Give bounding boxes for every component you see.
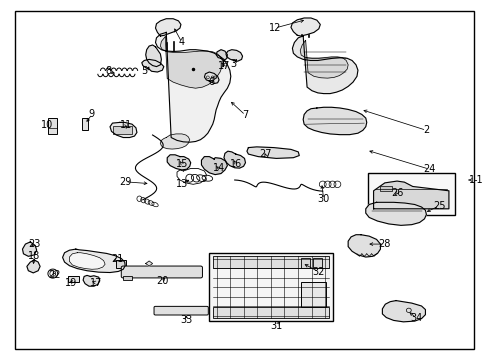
Bar	[213, 307, 328, 318]
Text: 16: 16	[229, 159, 242, 169]
Text: 4: 4	[179, 37, 184, 48]
Polygon shape	[167, 155, 190, 170]
Polygon shape	[62, 249, 125, 273]
Polygon shape	[110, 122, 137, 138]
Polygon shape	[160, 134, 189, 149]
Text: 5: 5	[142, 66, 147, 76]
Polygon shape	[204, 72, 219, 84]
Bar	[300, 258, 309, 268]
Text: 13: 13	[175, 179, 188, 189]
Polygon shape	[216, 50, 227, 60]
Polygon shape	[69, 253, 105, 269]
Text: 18: 18	[28, 251, 41, 261]
Polygon shape	[155, 19, 181, 36]
Text: 17: 17	[89, 278, 102, 288]
Polygon shape	[303, 107, 366, 135]
Text: 31: 31	[270, 321, 283, 331]
Text: 28: 28	[377, 239, 390, 249]
Bar	[312, 258, 321, 268]
Polygon shape	[201, 157, 227, 175]
Text: -1: -1	[472, 175, 482, 185]
Polygon shape	[365, 202, 426, 225]
Text: 19: 19	[64, 278, 77, 288]
Polygon shape	[145, 261, 152, 266]
Text: 3: 3	[230, 59, 236, 69]
Text: 34: 34	[409, 313, 422, 323]
Bar	[213, 256, 328, 268]
Polygon shape	[160, 37, 223, 88]
Text: 15: 15	[175, 159, 188, 169]
Text: 26: 26	[390, 188, 403, 198]
Text: 10: 10	[41, 120, 53, 130]
Bar	[113, 126, 132, 134]
Text: 24: 24	[422, 164, 435, 174]
Bar	[116, 260, 126, 268]
Polygon shape	[83, 275, 100, 286]
Text: 7: 7	[242, 110, 248, 120]
Polygon shape	[27, 260, 40, 273]
Text: 12: 12	[268, 23, 281, 33]
Polygon shape	[292, 36, 357, 94]
Text: 1: 1	[468, 175, 474, 185]
Polygon shape	[246, 147, 299, 158]
Polygon shape	[225, 50, 242, 61]
FancyBboxPatch shape	[121, 266, 202, 278]
Polygon shape	[145, 45, 161, 67]
Polygon shape	[290, 18, 320, 36]
Text: 11: 11	[120, 120, 132, 130]
Polygon shape	[382, 301, 425, 322]
Bar	[82, 118, 88, 130]
Text: 2: 2	[423, 125, 428, 135]
Text: 33: 33	[180, 315, 193, 325]
Bar	[48, 118, 57, 134]
Polygon shape	[142, 59, 163, 72]
Bar	[68, 276, 79, 282]
FancyBboxPatch shape	[154, 306, 208, 315]
Bar	[300, 282, 325, 307]
Text: 27: 27	[258, 149, 271, 159]
Text: 20: 20	[156, 276, 168, 286]
Text: 9: 9	[89, 109, 95, 120]
Text: 23: 23	[28, 239, 41, 249]
Text: 21: 21	[111, 254, 123, 264]
Polygon shape	[224, 151, 245, 168]
Polygon shape	[155, 32, 230, 142]
Bar	[379, 186, 391, 191]
Text: 30: 30	[317, 194, 329, 204]
Text: 14: 14	[212, 163, 225, 174]
Text: 8: 8	[105, 66, 111, 76]
Polygon shape	[347, 235, 380, 257]
Polygon shape	[373, 181, 448, 209]
Text: 22: 22	[48, 270, 61, 280]
Polygon shape	[22, 242, 37, 256]
Text: 32: 32	[312, 267, 325, 277]
Bar	[209, 253, 332, 321]
Polygon shape	[300, 40, 347, 78]
Text: 6: 6	[208, 77, 214, 87]
Text: 17: 17	[217, 61, 230, 71]
Bar	[367, 173, 454, 215]
Text: 25: 25	[432, 201, 445, 211]
Bar	[123, 276, 132, 280]
Text: 29: 29	[119, 177, 131, 187]
